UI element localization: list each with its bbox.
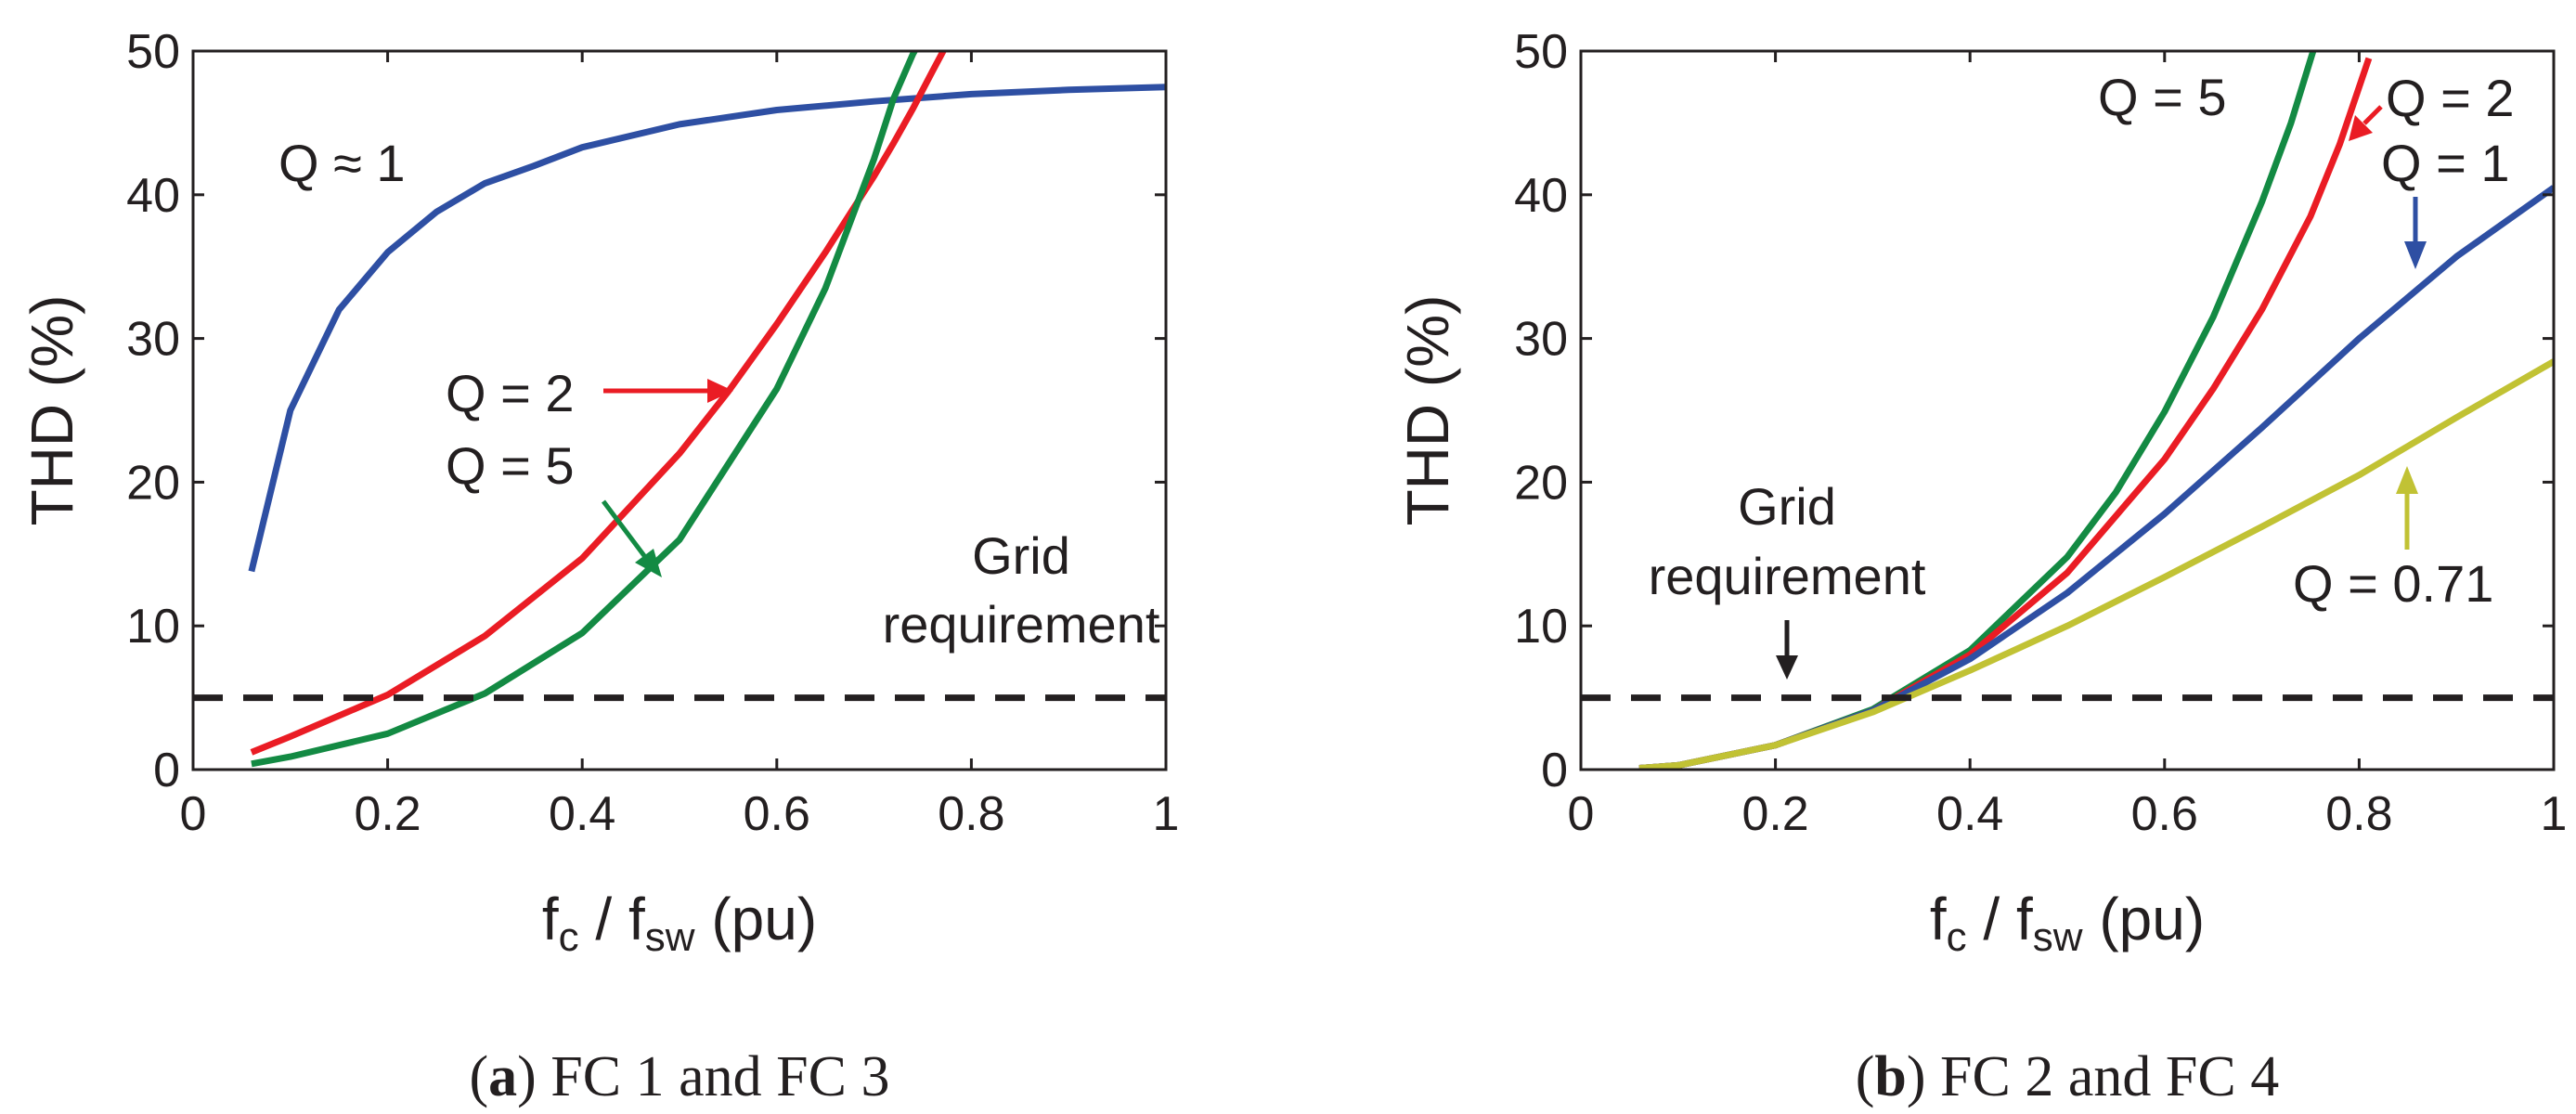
y-tick-label: 40 — [126, 169, 180, 223]
x-tick-label: 0.2 — [354, 787, 421, 841]
y-tick-label: 0 — [153, 744, 180, 797]
y-axis-label: THD (%) — [1394, 295, 1461, 526]
y-tick-label: 30 — [126, 313, 180, 367]
y-tick-label: 10 — [1514, 600, 1568, 654]
arrow-q-1 — [2404, 197, 2427, 269]
caption-a: (a) FC 1 and FC 3 — [469, 1045, 889, 1108]
x-tick-label: 0.8 — [2325, 787, 2392, 841]
annotation-q-0-71: Q = 0.71 — [2293, 554, 2493, 613]
x-tick-label: 0 — [180, 787, 207, 841]
y-tick-label: 30 — [1514, 313, 1568, 367]
y-tick-label: 50 — [126, 25, 180, 79]
series-line-q-2 — [1638, 57, 2373, 770]
series-line-q-5 — [1638, 51, 2317, 770]
grid-requirement-label-line1: Grid — [972, 526, 1070, 585]
plot-frame — [1579, 49, 2556, 771]
x-tick-label: 0.8 — [938, 787, 1004, 841]
y-tick-label: 40 — [1514, 169, 1568, 223]
x-tick-label: 0 — [1568, 787, 1595, 841]
arrow-q-0-71 — [2396, 466, 2418, 550]
grid-requirement-label-line2: requirement — [1649, 547, 1926, 605]
x-tick-label: 0.4 — [549, 787, 615, 841]
series-group-a — [248, 51, 1166, 768]
series-group-b — [1638, 51, 2554, 770]
plot-frame — [191, 49, 1168, 771]
x-tick-label: 0.6 — [2131, 787, 2198, 841]
y-tick-label: 0 — [1541, 744, 1568, 797]
arrow-q-2 — [603, 379, 733, 403]
x-axis-label: fc / fsw (pu) — [542, 886, 817, 960]
y-axis-label: THD (%) — [19, 295, 85, 526]
x-tick-label: 1 — [1153, 787, 1180, 841]
annotation-q-approx-1: Q ≈ 1 — [278, 134, 406, 192]
x-tick-label: 1 — [2541, 787, 2568, 841]
y-tick-label: 10 — [126, 600, 180, 654]
arrow-grid-requirement — [1776, 620, 1798, 680]
series-line-q-5 — [251, 51, 919, 768]
x-tick-label: 0.2 — [1741, 787, 1808, 841]
arrow-q-5 — [602, 499, 662, 577]
grid-requirement-label-line1: Grid — [1738, 477, 1836, 536]
annotation-q-5: Q = 5 — [2098, 68, 2227, 126]
y-tick-label: 20 — [126, 456, 180, 510]
series-line-q-0-71 — [1638, 358, 2554, 770]
annotation-q-5: Q = 5 — [446, 436, 575, 495]
arrow-q-2 — [2349, 105, 2383, 141]
x-tick-label: 0.6 — [744, 787, 810, 841]
y-tick-label: 50 — [1514, 25, 1568, 79]
y-tick-label: 20 — [1514, 456, 1568, 510]
annotation-q-2: Q = 2 — [2386, 69, 2515, 127]
series-line-q-approx-1 — [248, 84, 1166, 573]
annotation-q-1: Q = 1 — [2381, 134, 2510, 192]
x-axis-label: fc / fsw (pu) — [1930, 886, 2205, 960]
annotation-q-2: Q = 2 — [446, 364, 575, 422]
x-tick-label: 0.4 — [1936, 787, 2003, 841]
caption-b: (b) FC 2 and FC 4 — [1856, 1045, 2280, 1108]
grid-requirement-label-line2: requirement — [883, 595, 1160, 654]
series-line-q-2 — [250, 51, 948, 756]
